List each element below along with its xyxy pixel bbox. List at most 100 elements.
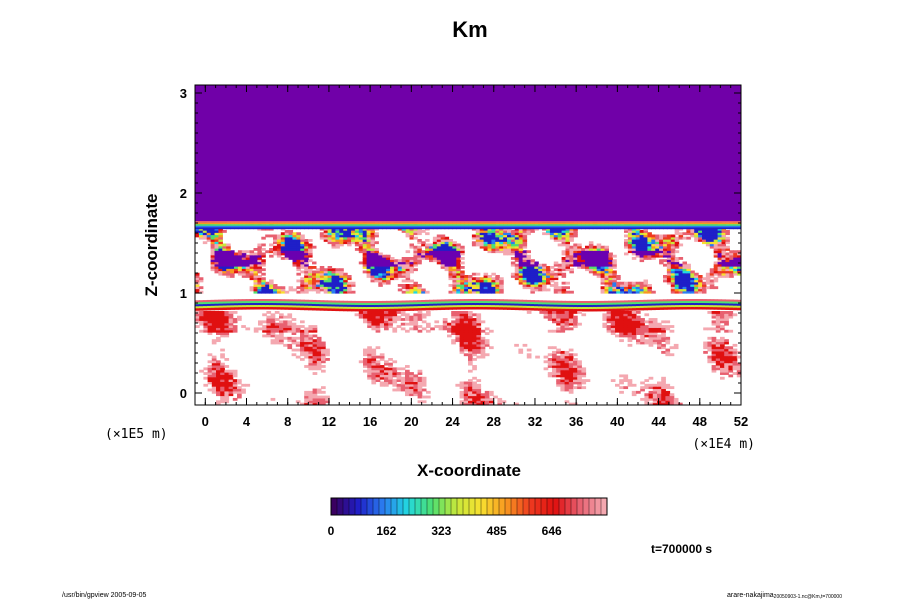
heatmap-cell [678, 266, 684, 269]
heatmap-cell [214, 241, 219, 245]
heatmap-cell [713, 266, 719, 269]
heatmap-cell [604, 275, 609, 278]
heatmap-cell [530, 225, 535, 228]
heatmap-cell [335, 270, 340, 274]
heatmap-cell [503, 230, 508, 233]
heatmap-cell [709, 272, 715, 276]
heatmap-cell [608, 275, 613, 278]
heatmap-cell [224, 358, 230, 361]
heatmap-cell [678, 257, 684, 260]
heatmap-cell [475, 221, 481, 223]
heatmap-cell [711, 343, 717, 347]
heatmap-cell [358, 234, 364, 238]
heatmap-cell [378, 300, 383, 304]
heatmap-cell [405, 288, 411, 292]
heatmap-cell [409, 224, 414, 226]
heatmap-cell [698, 299, 703, 302]
heatmap-cell [717, 245, 723, 249]
heatmap-cell [321, 402, 326, 405]
heatmap-cell [489, 329, 494, 333]
heatmap-cell [698, 222, 703, 225]
heatmap-cell [315, 270, 321, 274]
heatmap-cell [230, 224, 235, 226]
heatmap-cell [713, 303, 719, 306]
heatmap-cell [549, 300, 555, 304]
heatmap-cell [608, 304, 613, 308]
heatmap-cell [371, 379, 377, 382]
heatmap-cell [245, 307, 251, 310]
heatmap-cell [374, 306, 379, 310]
heatmap-cell [573, 308, 578, 312]
heatmap-cell [401, 270, 407, 274]
heatmap-cell [367, 350, 372, 354]
heatmap-cell [397, 308, 403, 312]
heatmap-cell [308, 286, 313, 290]
heatmap-cell [280, 301, 286, 304]
heatmap-cell [720, 350, 725, 354]
heatmap-cell [612, 288, 617, 292]
heatmap-cell [390, 227, 395, 230]
heatmap-cell [218, 221, 223, 223]
heatmap-cell [514, 268, 520, 272]
heatmap-cell [717, 272, 723, 276]
heatmap-cell [237, 254, 243, 258]
heatmap-cell [491, 284, 496, 287]
heatmap-cell [323, 277, 329, 281]
heatmap-cell [354, 248, 360, 251]
heatmap-cell [319, 281, 325, 285]
heatmap-cell [556, 329, 561, 333]
heatmap-cell [663, 225, 668, 228]
heatmap-cell [280, 257, 286, 260]
heatmap-cell [705, 275, 711, 278]
heatmap-cell [331, 243, 336, 247]
heatmap-cell [300, 402, 305, 405]
heatmap-cell [312, 227, 317, 230]
heatmap-cell [643, 221, 648, 223]
heatmap-cell [413, 261, 418, 265]
heatmap-cell [639, 230, 645, 233]
heatmap-cell [390, 275, 395, 278]
heatmap-cell [564, 374, 570, 378]
heatmap-cell [600, 261, 606, 265]
heatmap-cell [413, 250, 418, 254]
heatmap-cell [343, 288, 348, 292]
heatmap-cell [715, 362, 721, 366]
heatmap-cell [631, 390, 637, 394]
heatmap-cell [409, 279, 414, 283]
heatmap-cell [203, 327, 209, 331]
heatmap-cell [581, 259, 586, 263]
heatmap-cell [624, 286, 629, 290]
heatmap-cell [640, 386, 645, 390]
heatmap-cell [335, 277, 340, 281]
heatmap-cell [257, 225, 262, 228]
heatmap-cell [530, 268, 535, 272]
heatmap-cell [228, 369, 234, 373]
heatmap-cell [210, 241, 216, 245]
heatmap-cell [733, 227, 738, 230]
heatmap-cell [409, 261, 414, 265]
heatmap-cell [392, 381, 398, 385]
heatmap-cell [674, 261, 680, 265]
heatmap-cell [643, 281, 648, 285]
heatmap-cell [678, 307, 684, 310]
heatmap-cell [546, 275, 551, 278]
heatmap-cell [273, 222, 278, 225]
heatmap-cell [257, 277, 262, 281]
heatmap-cell [686, 299, 691, 302]
heatmap-cell [371, 365, 377, 368]
heatmap-cell [452, 305, 457, 308]
heatmap-cell [627, 245, 633, 249]
heatmap-cell [569, 302, 574, 306]
heatmap-cell [280, 307, 286, 310]
heatmap-cell [234, 301, 239, 304]
heatmap-cell [639, 254, 645, 258]
heatmap-cell [703, 350, 708, 354]
heatmap-cell [371, 360, 377, 364]
heatmap-cell [715, 346, 721, 350]
heatmap-cell [366, 266, 372, 269]
heatmap-cell [616, 304, 621, 308]
heatmap-cell [463, 327, 469, 331]
heatmap-cell [702, 301, 707, 304]
heatmap-cell [489, 397, 494, 401]
heatmap-cell [561, 306, 567, 310]
